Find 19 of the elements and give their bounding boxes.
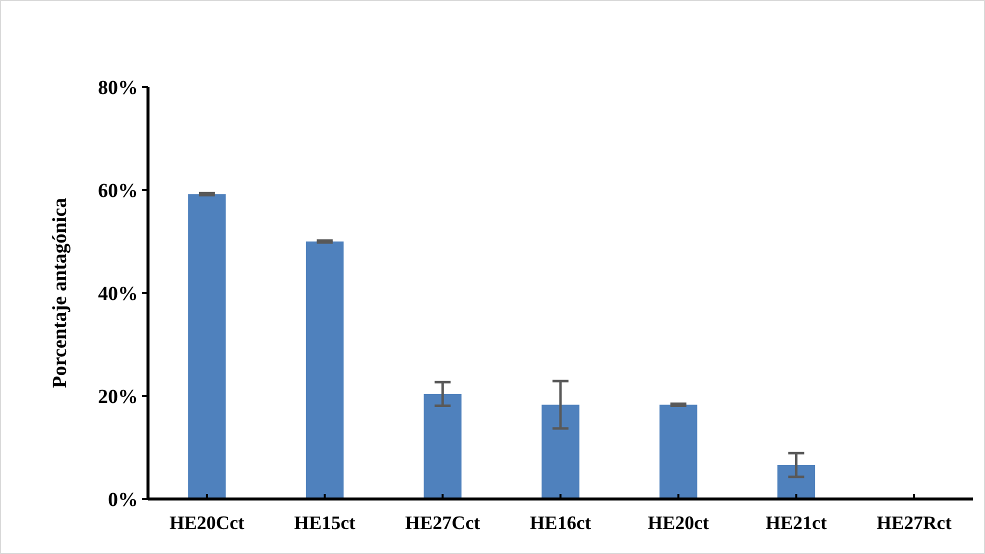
y-axis-title: Porcentaje antagónica bbox=[49, 198, 71, 388]
y-tick-label: 20% bbox=[98, 386, 138, 408]
y-tick-label: 80% bbox=[98, 77, 138, 99]
bar bbox=[777, 465, 816, 499]
bar bbox=[660, 404, 698, 499]
x-tick-label: HE27Rct bbox=[876, 513, 952, 534]
x-tick-label: HE27Cct bbox=[405, 513, 481, 534]
x-tick-label: HE15ct bbox=[294, 513, 356, 534]
x-tick-label: HE20Cct bbox=[169, 513, 246, 534]
bar bbox=[306, 242, 344, 499]
x-tick-label: HE20ct bbox=[648, 513, 710, 534]
x-tick-label: HE16ct bbox=[530, 513, 592, 534]
bar bbox=[188, 194, 226, 499]
x-tick-label: HE21ct bbox=[766, 513, 828, 534]
bar bbox=[542, 404, 580, 499]
y-tick-label: 40% bbox=[98, 283, 138, 305]
bar bbox=[424, 394, 462, 499]
y-tick-label: 0% bbox=[108, 489, 138, 511]
y-tick-label: 60% bbox=[98, 180, 138, 202]
